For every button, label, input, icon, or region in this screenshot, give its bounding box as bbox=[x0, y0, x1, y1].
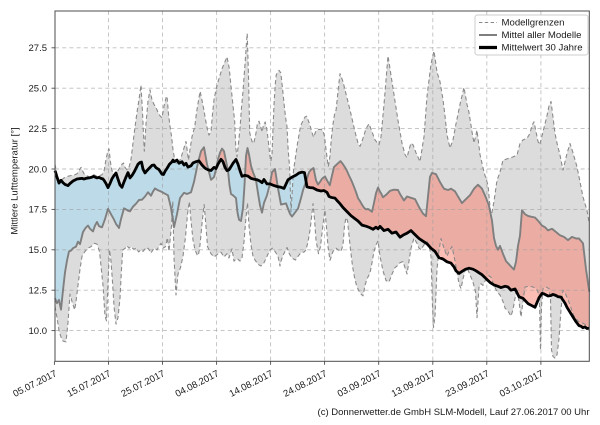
svg-text:20.0: 20.0 bbox=[29, 164, 48, 175]
svg-text:27.5: 27.5 bbox=[29, 43, 48, 54]
svg-text:17.5: 17.5 bbox=[29, 205, 48, 216]
svg-text:Modellgrenzen: Modellgrenzen bbox=[502, 18, 565, 29]
svg-text:12.5: 12.5 bbox=[29, 286, 48, 297]
svg-text:Mittlere Lufttemperatur [°]: Mittlere Lufttemperatur [°] bbox=[10, 127, 21, 234]
svg-text:22.5: 22.5 bbox=[29, 124, 48, 135]
svg-text:10.0: 10.0 bbox=[29, 326, 48, 337]
svg-text:(c) Donnerwetter.de GmbH SLM-M: (c) Donnerwetter.de GmbH SLM-Modell, Lau… bbox=[318, 407, 590, 418]
svg-text:Mittelwert 30 Jahre: Mittelwert 30 Jahre bbox=[502, 43, 583, 54]
svg-text:25.0: 25.0 bbox=[29, 84, 48, 95]
svg-text:15.0: 15.0 bbox=[29, 245, 48, 256]
svg-text:Mittel aller Modelle: Mittel aller Modelle bbox=[502, 30, 582, 41]
